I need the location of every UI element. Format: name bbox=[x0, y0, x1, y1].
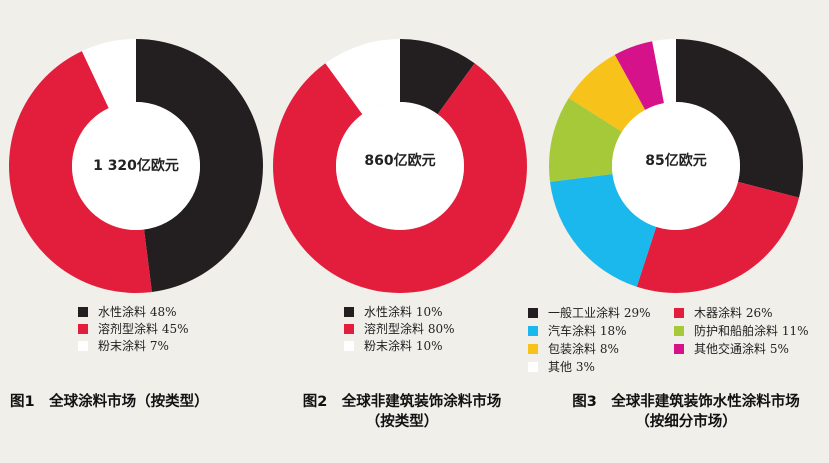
chart-3-caption: 图3 全球非建筑装饰水性涂料市场 （按细分市场） bbox=[548, 392, 824, 432]
donut-chart-3 bbox=[549, 39, 803, 293]
donut-slice bbox=[614, 41, 665, 110]
legend-swatch-waterborne bbox=[78, 306, 88, 317]
legend-label: 其他交通涂料 5% bbox=[694, 342, 789, 356]
caption-line: 图1 全球涂料市场（按类型） bbox=[10, 394, 209, 410]
donut-chart-1 bbox=[9, 39, 263, 294]
donut-slice bbox=[568, 54, 646, 132]
chart-3-total-label: 85亿欧元 bbox=[645, 153, 707, 169]
legend-label: 其他 3% bbox=[548, 360, 595, 374]
legend-label: 水性涂料 10% bbox=[364, 305, 443, 319]
donut-slice bbox=[9, 51, 152, 294]
donut-slice bbox=[273, 63, 527, 294]
donut-hole bbox=[72, 102, 200, 230]
caption-line: （按类型） bbox=[365, 414, 439, 430]
legend-item: 粉末涂料 10% bbox=[344, 337, 455, 354]
donut-slice bbox=[81, 39, 136, 109]
legend-item: 汽车涂料 18% bbox=[528, 322, 627, 339]
legend-item: 水性涂料 48% bbox=[78, 303, 189, 320]
legend-label: 汽车涂料 18% bbox=[548, 324, 627, 338]
legend-item: 防护和船舶涂料 11% bbox=[674, 322, 809, 339]
donut-chart-2 bbox=[273, 39, 527, 294]
donut-slice bbox=[652, 39, 676, 104]
legend-item: 木器涂料 26% bbox=[674, 304, 773, 321]
legend-swatch-solventborne bbox=[344, 323, 354, 334]
donut-slice bbox=[676, 39, 803, 198]
legend-label: 溶剂型涂料 45% bbox=[98, 322, 189, 336]
legend-item: 水性涂料 10% bbox=[344, 303, 455, 320]
legend-label: 防护和船舶涂料 11% bbox=[694, 324, 809, 338]
legend-swatch-general-industrial bbox=[528, 307, 538, 318]
chart-1-caption: 图1 全球涂料市场（按类型） bbox=[10, 392, 260, 412]
chart-1-legend: 水性涂料 48% 溶剂型涂料 45% 粉末涂料 7% bbox=[78, 303, 189, 354]
legend-label: 一般工业涂料 29% bbox=[548, 306, 651, 320]
legend-label: 包装涂料 8% bbox=[548, 342, 619, 356]
legend-label: 粉末涂料 10% bbox=[364, 339, 443, 353]
chart-2-caption: 图2 全球非建筑装饰涂料市场 （按类型） bbox=[272, 392, 532, 432]
legend-item: 其他 3% bbox=[528, 358, 595, 375]
caption-line: （按细分市场） bbox=[635, 414, 737, 430]
legend-swatch-powder bbox=[344, 340, 354, 351]
donut-slice bbox=[550, 174, 657, 287]
chart-2-total-label: 860亿欧元 bbox=[364, 153, 436, 169]
chart-3-legend: 一般工业涂料 29% 木器涂料 26% 汽车涂料 18% 防护和船舶涂料 11%… bbox=[528, 304, 828, 374]
legend-swatch-packaging bbox=[528, 343, 538, 354]
chart-2-legend: 水性涂料 10% 溶剂型涂料 80% 粉末涂料 10% bbox=[344, 303, 455, 354]
chart-1-total-label: 1 320亿欧元 bbox=[93, 158, 179, 174]
legend-item: 其他交通涂料 5% bbox=[674, 340, 789, 357]
legend-swatch-waterborne bbox=[344, 306, 354, 317]
donut-slice bbox=[400, 39, 475, 115]
legend-swatch-other-transport bbox=[674, 343, 684, 354]
donut-hole bbox=[336, 102, 464, 230]
legend-label: 溶剂型涂料 80% bbox=[364, 322, 455, 336]
legend-swatch-powder bbox=[78, 340, 88, 351]
legend-item: 溶剂型涂料 80% bbox=[344, 320, 455, 337]
caption-line: 图2 全球非建筑装饰涂料市场 bbox=[302, 394, 502, 410]
donut-slice bbox=[325, 39, 400, 115]
donut-hole bbox=[612, 102, 740, 230]
legend-item: 包装涂料 8% bbox=[528, 340, 619, 357]
legend-item: 溶剂型涂料 45% bbox=[78, 320, 189, 337]
legend-label: 水性涂料 48% bbox=[98, 305, 177, 319]
donut-slice bbox=[549, 97, 622, 182]
donut-slice bbox=[636, 181, 800, 293]
legend-item: 一般工业涂料 29% bbox=[528, 304, 651, 321]
legend-label: 木器涂料 26% bbox=[694, 306, 773, 320]
legend-label: 粉末涂料 7% bbox=[98, 339, 169, 353]
caption-line: 图3 全球非建筑装饰水性涂料市场 bbox=[572, 394, 800, 410]
legend-swatch-wood bbox=[674, 307, 684, 318]
legend-swatch-protective-marine bbox=[674, 325, 684, 336]
legend-swatch-other bbox=[528, 361, 538, 372]
donut-slice bbox=[136, 39, 263, 292]
legend-item: 粉末涂料 7% bbox=[78, 337, 189, 354]
legend-swatch-solventborne bbox=[78, 323, 88, 334]
legend-swatch-automotive bbox=[528, 325, 538, 336]
